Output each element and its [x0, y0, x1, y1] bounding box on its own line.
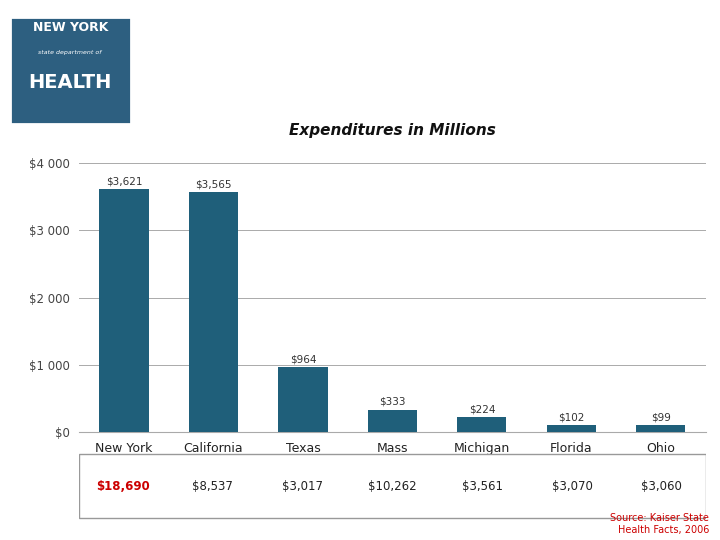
Text: $3,565: $3,565 — [195, 180, 232, 190]
Text: NYS Home Care and Personal Care Spending
Exceeds All Other States: NYS Home Care and Personal Care Spending… — [162, 105, 459, 134]
Text: Source: Kaiser State
Health Facts, 2006: Source: Kaiser State Health Facts, 2006 — [611, 513, 709, 535]
Text: $3,060: $3,060 — [642, 480, 682, 492]
Title: Expenditures in Millions: Expenditures in Millions — [289, 123, 496, 138]
Text: $10,262: $10,262 — [368, 480, 417, 492]
Text: $99: $99 — [651, 413, 671, 423]
Bar — [10, 17, 130, 124]
Bar — [99, 188, 148, 432]
Text: $333: $333 — [379, 397, 405, 407]
Text: $8,537: $8,537 — [192, 480, 233, 492]
Text: $3,621: $3,621 — [106, 176, 142, 186]
Bar — [636, 426, 685, 432]
Text: $224: $224 — [469, 404, 495, 414]
Bar — [279, 367, 328, 432]
Text: $3,561: $3,561 — [462, 480, 503, 492]
Text: NEW YORK: NEW YORK — [32, 21, 108, 34]
Text: $3,017: $3,017 — [282, 480, 323, 492]
Bar — [457, 417, 506, 432]
Bar — [368, 410, 417, 432]
Text: $964: $964 — [289, 355, 316, 365]
Text: State of LTC Medicaid
Spending: State of LTC Medicaid Spending — [162, 14, 532, 75]
Text: $102: $102 — [558, 413, 585, 422]
Bar — [79, 454, 706, 518]
Text: $18,690: $18,690 — [96, 480, 150, 492]
Text: $3,070: $3,070 — [552, 480, 593, 492]
Bar — [189, 192, 238, 432]
Text: HEALTH: HEALTH — [29, 73, 112, 92]
Bar — [546, 425, 596, 432]
Text: state department of: state department of — [38, 50, 102, 55]
